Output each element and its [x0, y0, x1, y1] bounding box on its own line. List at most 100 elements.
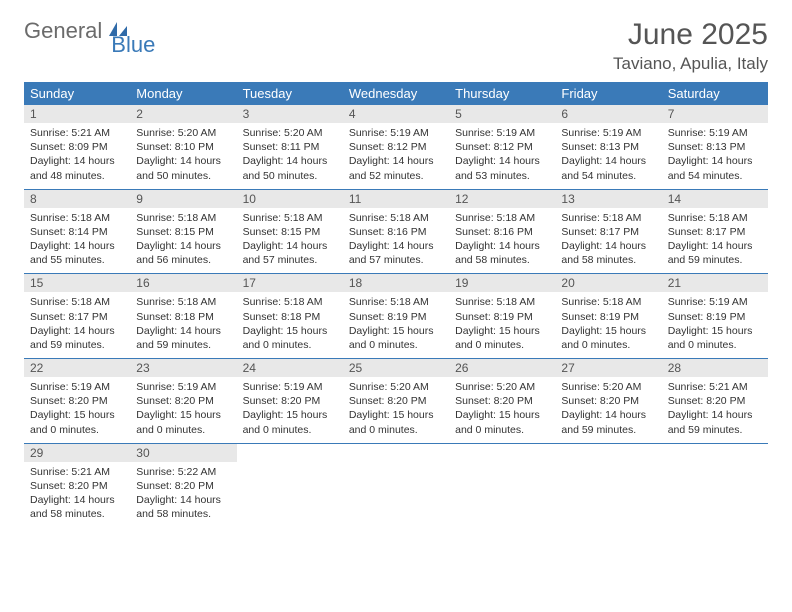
day-body: Sunrise: 5:18 AMSunset: 8:19 PMDaylight:… — [343, 292, 449, 358]
weekday-header: Monday — [130, 82, 236, 105]
daylight-text: Daylight: 14 hours and 59 minutes. — [668, 408, 762, 436]
day-number: 2 — [130, 105, 236, 123]
daylight-text: Daylight: 14 hours and 59 minutes. — [136, 324, 230, 352]
week-row: 29Sunrise: 5:21 AMSunset: 8:20 PMDayligh… — [24, 443, 768, 527]
sunrise-text: Sunrise: 5:18 AM — [668, 211, 762, 225]
day-number: 6 — [555, 105, 661, 123]
sunrise-text: Sunrise: 5:18 AM — [243, 211, 337, 225]
logo-text-gray: General — [24, 18, 102, 44]
sunrise-text: Sunrise: 5:18 AM — [455, 211, 549, 225]
day-number: 21 — [662, 274, 768, 292]
calendar-body: 1Sunrise: 5:21 AMSunset: 8:09 PMDaylight… — [24, 105, 768, 527]
day-body: Sunrise: 5:20 AMSunset: 8:10 PMDaylight:… — [130, 123, 236, 189]
day-cell: 8Sunrise: 5:18 AMSunset: 8:14 PMDaylight… — [24, 189, 130, 274]
sunrise-text: Sunrise: 5:18 AM — [136, 295, 230, 309]
day-number: 22 — [24, 359, 130, 377]
day-cell: 21Sunrise: 5:19 AMSunset: 8:19 PMDayligh… — [662, 274, 768, 359]
day-body: Sunrise: 5:18 AMSunset: 8:19 PMDaylight:… — [449, 292, 555, 358]
daylight-text: Daylight: 14 hours and 48 minutes. — [30, 154, 124, 182]
sunset-text: Sunset: 8:18 PM — [136, 310, 230, 324]
daylight-text: Daylight: 14 hours and 54 minutes. — [561, 154, 655, 182]
sunrise-text: Sunrise: 5:20 AM — [136, 126, 230, 140]
sunset-text: Sunset: 8:20 PM — [455, 394, 549, 408]
day-number: 27 — [555, 359, 661, 377]
daylight-text: Daylight: 15 hours and 0 minutes. — [668, 324, 762, 352]
week-row: 8Sunrise: 5:18 AMSunset: 8:14 PMDaylight… — [24, 189, 768, 274]
sunset-text: Sunset: 8:18 PM — [243, 310, 337, 324]
sunset-text: Sunset: 8:16 PM — [455, 225, 549, 239]
daylight-text: Daylight: 14 hours and 54 minutes. — [668, 154, 762, 182]
weekday-header: Wednesday — [343, 82, 449, 105]
daylight-text: Daylight: 15 hours and 0 minutes. — [30, 408, 124, 436]
day-body: Sunrise: 5:19 AMSunset: 8:20 PMDaylight:… — [130, 377, 236, 443]
weekday-header: Thursday — [449, 82, 555, 105]
sunrise-text: Sunrise: 5:21 AM — [30, 126, 124, 140]
day-cell: 12Sunrise: 5:18 AMSunset: 8:16 PMDayligh… — [449, 189, 555, 274]
sunset-text: Sunset: 8:20 PM — [136, 479, 230, 493]
week-row: 1Sunrise: 5:21 AMSunset: 8:09 PMDaylight… — [24, 105, 768, 189]
sunrise-text: Sunrise: 5:18 AM — [349, 211, 443, 225]
day-body: Sunrise: 5:19 AMSunset: 8:12 PMDaylight:… — [449, 123, 555, 189]
sunset-text: Sunset: 8:15 PM — [243, 225, 337, 239]
sunset-text: Sunset: 8:13 PM — [668, 140, 762, 154]
sunrise-text: Sunrise: 5:20 AM — [243, 126, 337, 140]
sunset-text: Sunset: 8:13 PM — [561, 140, 655, 154]
day-body: Sunrise: 5:18 AMSunset: 8:17 PMDaylight:… — [555, 208, 661, 274]
daylight-text: Daylight: 15 hours and 0 minutes. — [243, 324, 337, 352]
daylight-text: Daylight: 15 hours and 0 minutes. — [243, 408, 337, 436]
day-body: Sunrise: 5:18 AMSunset: 8:17 PMDaylight:… — [24, 292, 130, 358]
day-body: Sunrise: 5:20 AMSunset: 8:20 PMDaylight:… — [555, 377, 661, 443]
day-body: Sunrise: 5:20 AMSunset: 8:11 PMDaylight:… — [237, 123, 343, 189]
daylight-text: Daylight: 14 hours and 59 minutes. — [668, 239, 762, 267]
sunrise-text: Sunrise: 5:20 AM — [455, 380, 549, 394]
day-number: 5 — [449, 105, 555, 123]
daylight-text: Daylight: 14 hours and 52 minutes. — [349, 154, 443, 182]
day-number: 26 — [449, 359, 555, 377]
day-number: 3 — [237, 105, 343, 123]
daylight-text: Daylight: 14 hours and 59 minutes. — [30, 324, 124, 352]
day-cell: 29Sunrise: 5:21 AMSunset: 8:20 PMDayligh… — [24, 443, 130, 527]
day-cell: 5Sunrise: 5:19 AMSunset: 8:12 PMDaylight… — [449, 105, 555, 189]
day-body: Sunrise: 5:19 AMSunset: 8:12 PMDaylight:… — [343, 123, 449, 189]
day-number: 29 — [24, 444, 130, 462]
sunrise-text: Sunrise: 5:21 AM — [668, 380, 762, 394]
day-body: Sunrise: 5:19 AMSunset: 8:13 PMDaylight:… — [662, 123, 768, 189]
sunset-text: Sunset: 8:12 PM — [349, 140, 443, 154]
day-cell: 19Sunrise: 5:18 AMSunset: 8:19 PMDayligh… — [449, 274, 555, 359]
day-number: 17 — [237, 274, 343, 292]
sunrise-text: Sunrise: 5:20 AM — [561, 380, 655, 394]
sunset-text: Sunset: 8:10 PM — [136, 140, 230, 154]
sunset-text: Sunset: 8:19 PM — [455, 310, 549, 324]
daylight-text: Daylight: 15 hours and 0 minutes. — [349, 324, 443, 352]
day-number: 9 — [130, 190, 236, 208]
sunset-text: Sunset: 8:19 PM — [668, 310, 762, 324]
day-number: 11 — [343, 190, 449, 208]
weekday-header-row: Sunday Monday Tuesday Wednesday Thursday… — [24, 82, 768, 105]
daylight-text: Daylight: 14 hours and 50 minutes. — [136, 154, 230, 182]
day-cell: 13Sunrise: 5:18 AMSunset: 8:17 PMDayligh… — [555, 189, 661, 274]
day-body: Sunrise: 5:18 AMSunset: 8:14 PMDaylight:… — [24, 208, 130, 274]
day-body: Sunrise: 5:20 AMSunset: 8:20 PMDaylight:… — [449, 377, 555, 443]
daylight-text: Daylight: 15 hours and 0 minutes. — [561, 324, 655, 352]
day-cell: 7Sunrise: 5:19 AMSunset: 8:13 PMDaylight… — [662, 105, 768, 189]
sunrise-text: Sunrise: 5:18 AM — [349, 295, 443, 309]
day-number: 16 — [130, 274, 236, 292]
sunset-text: Sunset: 8:20 PM — [30, 479, 124, 493]
daylight-text: Daylight: 15 hours and 0 minutes. — [136, 408, 230, 436]
day-body: Sunrise: 5:18 AMSunset: 8:18 PMDaylight:… — [130, 292, 236, 358]
day-body: Sunrise: 5:18 AMSunset: 8:16 PMDaylight:… — [449, 208, 555, 274]
location: Taviano, Apulia, Italy — [613, 54, 768, 74]
sunset-text: Sunset: 8:20 PM — [30, 394, 124, 408]
daylight-text: Daylight: 14 hours and 59 minutes. — [561, 408, 655, 436]
day-body: Sunrise: 5:18 AMSunset: 8:18 PMDaylight:… — [237, 292, 343, 358]
sunset-text: Sunset: 8:20 PM — [136, 394, 230, 408]
day-cell: 1Sunrise: 5:21 AMSunset: 8:09 PMDaylight… — [24, 105, 130, 189]
daylight-text: Daylight: 15 hours and 0 minutes. — [455, 408, 549, 436]
day-cell: 2Sunrise: 5:20 AMSunset: 8:10 PMDaylight… — [130, 105, 236, 189]
day-cell: 3Sunrise: 5:20 AMSunset: 8:11 PMDaylight… — [237, 105, 343, 189]
day-cell: 23Sunrise: 5:19 AMSunset: 8:20 PMDayligh… — [130, 359, 236, 444]
day-body: Sunrise: 5:19 AMSunset: 8:20 PMDaylight:… — [237, 377, 343, 443]
daylight-text: Daylight: 14 hours and 58 minutes. — [30, 493, 124, 521]
day-body: Sunrise: 5:18 AMSunset: 8:17 PMDaylight:… — [662, 208, 768, 274]
day-number: 13 — [555, 190, 661, 208]
